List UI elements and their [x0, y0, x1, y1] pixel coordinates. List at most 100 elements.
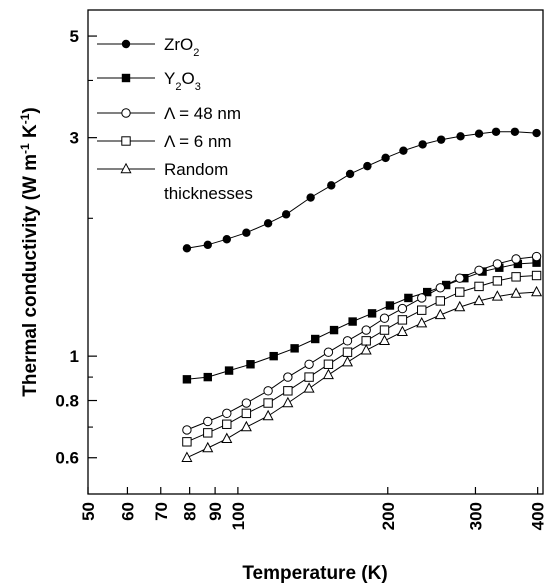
data-point	[221, 432, 233, 443]
series-1	[182, 127, 541, 253]
series-line	[186, 275, 537, 443]
legend-item-2: Y2O3	[97, 69, 201, 93]
data-point	[417, 293, 427, 303]
data-point	[491, 127, 501, 136]
data-point	[378, 334, 391, 346]
legend-label-part: O	[181, 69, 194, 88]
data-point	[241, 398, 252, 408]
legend-label-part: Λ = 6 nm	[164, 132, 232, 151]
x-tick-label: 200	[379, 502, 398, 530]
data-point	[396, 325, 408, 337]
legend-label: ZrO2	[164, 35, 199, 59]
data-point	[269, 351, 278, 361]
data-point	[363, 161, 372, 171]
data-point	[323, 347, 334, 357]
legend-label-part: Random	[164, 160, 228, 179]
data-point	[342, 336, 353, 346]
y-axis-title-part: -1	[18, 113, 32, 124]
legend-item-3: Λ = 48 nm	[97, 104, 241, 123]
data-point	[385, 301, 395, 310]
data-point	[381, 153, 390, 163]
data-point	[311, 334, 320, 344]
data-point	[203, 372, 212, 382]
x-tick-label: 70	[152, 502, 171, 521]
data-point	[455, 287, 465, 297]
series-3	[182, 251, 542, 435]
data-point	[397, 315, 408, 325]
y-axis-title-part: K	[20, 124, 41, 143]
data-point	[511, 254, 521, 264]
x-tick-label: 90	[206, 502, 225, 521]
data-point	[282, 396, 294, 408]
data-point	[342, 347, 353, 357]
data-point	[435, 283, 446, 293]
data-point	[404, 293, 413, 303]
data-point	[242, 228, 251, 237]
legend-label-part: 2	[175, 81, 181, 93]
data-point	[510, 127, 520, 136]
data-point	[306, 193, 315, 202]
data-point	[182, 437, 192, 447]
data-point	[203, 416, 213, 427]
data-point	[304, 359, 314, 369]
data-point	[263, 398, 273, 408]
data-point	[474, 265, 484, 275]
data-point	[240, 420, 252, 432]
legend-label-part: 3	[195, 81, 201, 93]
data-point	[422, 287, 432, 297]
legend-label: Random	[164, 160, 228, 179]
legend-label: Y2O3	[164, 69, 201, 93]
data-point	[263, 386, 273, 396]
data-point	[510, 287, 522, 298]
data-point	[418, 140, 427, 149]
data-point	[281, 210, 291, 219]
data-point	[246, 360, 255, 369]
data-point	[399, 146, 408, 155]
data-point	[531, 285, 543, 297]
data-point	[182, 244, 192, 253]
y-axis-title-part: Thermal conductivity (W m	[20, 154, 41, 397]
data-point	[322, 368, 334, 380]
legend-marker	[121, 136, 131, 146]
data-point	[379, 325, 390, 335]
data-point	[263, 219, 273, 228]
data-point	[367, 309, 377, 318]
x-tick-label: 80	[181, 502, 200, 521]
data-point	[348, 317, 357, 326]
data-point	[397, 303, 408, 314]
data-point	[222, 408, 232, 419]
data-point	[474, 129, 484, 138]
data-point	[513, 259, 523, 269]
legend-marker	[121, 108, 131, 118]
legend-label: Λ = 48 nm	[164, 104, 241, 123]
legend-marker	[120, 162, 132, 174]
y-axis-title-part: -1	[18, 143, 32, 154]
data-point	[222, 235, 231, 244]
data-point	[454, 300, 466, 312]
x-tick-label: 60	[118, 502, 137, 521]
x-tick-label: 300	[466, 502, 485, 530]
y-tick-label: 3	[70, 129, 79, 148]
series-group	[181, 127, 543, 462]
data-point	[361, 325, 371, 335]
plot-frame	[87, 9, 544, 495]
data-point	[456, 132, 465, 141]
x-tick-label: 400	[529, 502, 548, 530]
data-point	[283, 372, 293, 382]
data-point	[203, 428, 213, 438]
data-point	[222, 419, 232, 429]
data-point	[417, 305, 427, 315]
data-point	[436, 135, 446, 144]
y-axis-title: Thermal conductivity (W m-1 K-1)	[18, 107, 41, 396]
y-axis-title-part: )	[20, 107, 41, 113]
legend-item-5: Random thicknesses	[97, 160, 253, 203]
data-point	[491, 290, 503, 301]
series-line	[186, 291, 537, 459]
data-point	[532, 258, 541, 267]
data-point	[345, 169, 355, 179]
data-point	[492, 259, 503, 269]
data-point	[473, 294, 485, 306]
data-point	[361, 336, 371, 346]
data-point	[416, 316, 428, 328]
